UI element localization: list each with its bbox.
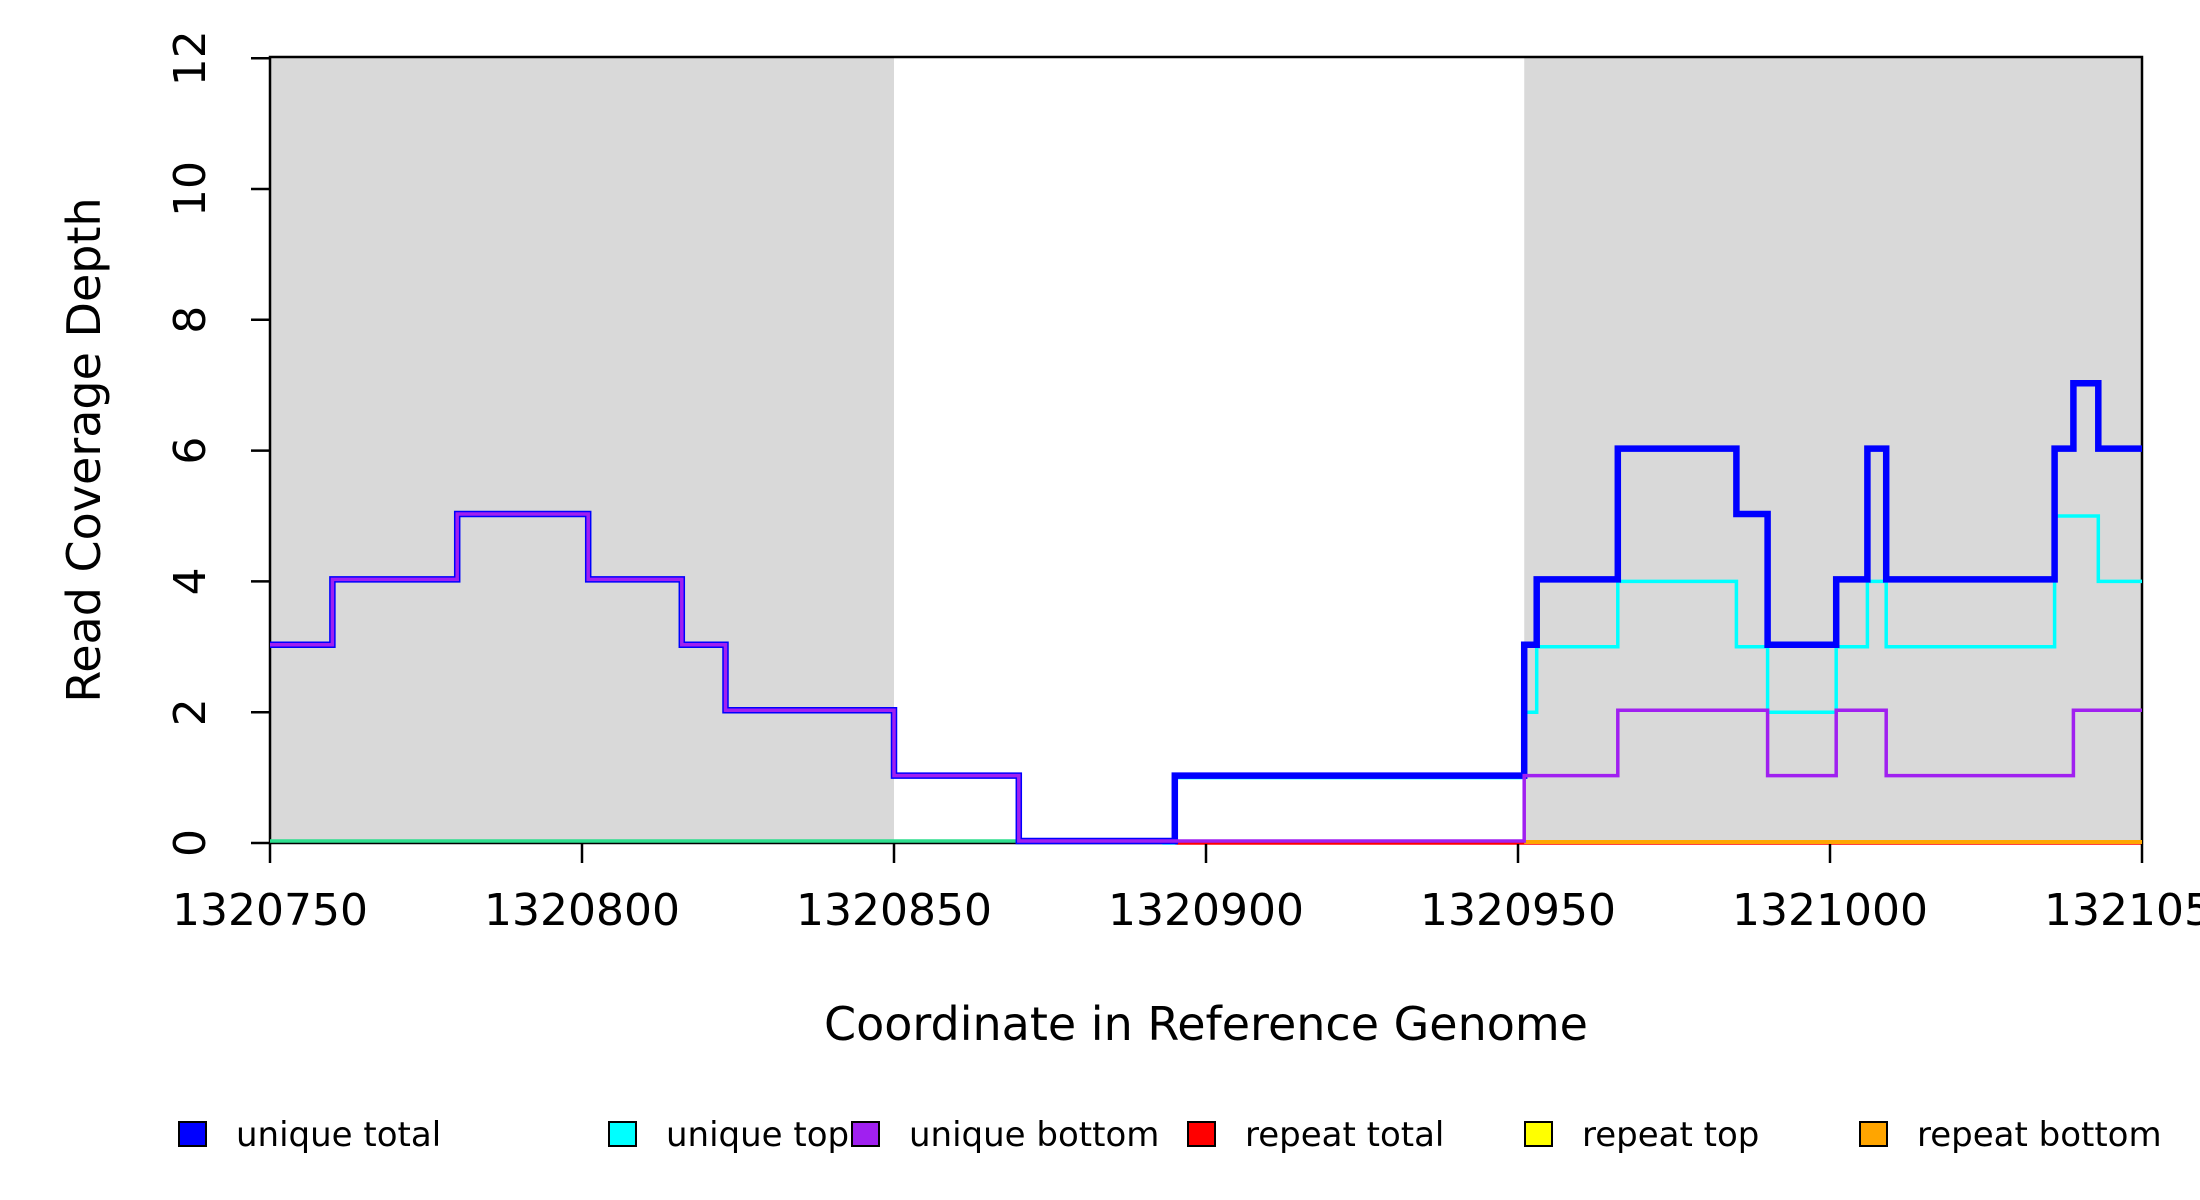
y-tick-label: 0 bbox=[165, 829, 216, 857]
axis-tick-labels: 1320750 1320800 1320850 1320900 1320950 13210… bbox=[165, 30, 2200, 936]
legend-item-unique-total: unique total bbox=[178, 1115, 441, 1155]
x-tick-label: 1321000 bbox=[1732, 885, 1928, 936]
legend: unique total unique top unique bottom repea… bbox=[178, 1115, 2162, 1155]
x-tick-label: 1320900 bbox=[1108, 885, 1304, 936]
legend-label: repeat bottom bbox=[1917, 1115, 2162, 1155]
y-tick-label: 4 bbox=[165, 567, 216, 595]
y-tick-label: 12 bbox=[165, 30, 216, 86]
shaded-repeat-regions bbox=[270, 57, 2142, 843]
shaded-region-0 bbox=[270, 57, 894, 843]
axis-ticks bbox=[251, 56, 2144, 863]
legend-item-unique-top: unique top bbox=[608, 1115, 849, 1155]
legend-swatch bbox=[1187, 1121, 1216, 1147]
legend-swatch bbox=[1859, 1121, 1888, 1147]
legend-label: repeat total bbox=[1245, 1115, 1444, 1155]
y-tick-label: 8 bbox=[165, 306, 216, 334]
legend-label: unique top bbox=[666, 1115, 849, 1155]
legend-label: repeat top bbox=[1582, 1115, 1759, 1155]
x-tick-label: 1320800 bbox=[484, 885, 680, 936]
legend-item-repeat-total: repeat total bbox=[1187, 1115, 1444, 1155]
series-lines bbox=[270, 379, 2142, 845]
y-axis-title: Read Coverage Depth bbox=[57, 197, 111, 702]
y-tick-label: 6 bbox=[165, 437, 216, 465]
x-axis-title: Coordinate in Reference Genome bbox=[824, 997, 1588, 1051]
x-tick-label: 1320850 bbox=[796, 885, 992, 936]
legend-swatch bbox=[178, 1121, 207, 1147]
x-tick-label: 1320750 bbox=[172, 885, 368, 936]
legend-label: unique total bbox=[236, 1115, 441, 1155]
legend-item-repeat-top: repeat top bbox=[1524, 1115, 1759, 1155]
y-tick-label: 10 bbox=[165, 161, 216, 217]
legend-swatch bbox=[1524, 1121, 1553, 1147]
y-tick-label: 2 bbox=[165, 698, 216, 726]
legend-label: unique bottom bbox=[909, 1115, 1159, 1155]
legend-item-repeat-bottom: repeat bottom bbox=[1859, 1115, 2162, 1155]
x-tick-label: 1320950 bbox=[1420, 885, 1616, 936]
legend-item-unique-bottom: unique bottom bbox=[851, 1115, 1159, 1155]
series-line-unique-bottom bbox=[270, 512, 2142, 843]
legend-swatch bbox=[851, 1121, 880, 1147]
legend-swatch bbox=[608, 1121, 637, 1147]
